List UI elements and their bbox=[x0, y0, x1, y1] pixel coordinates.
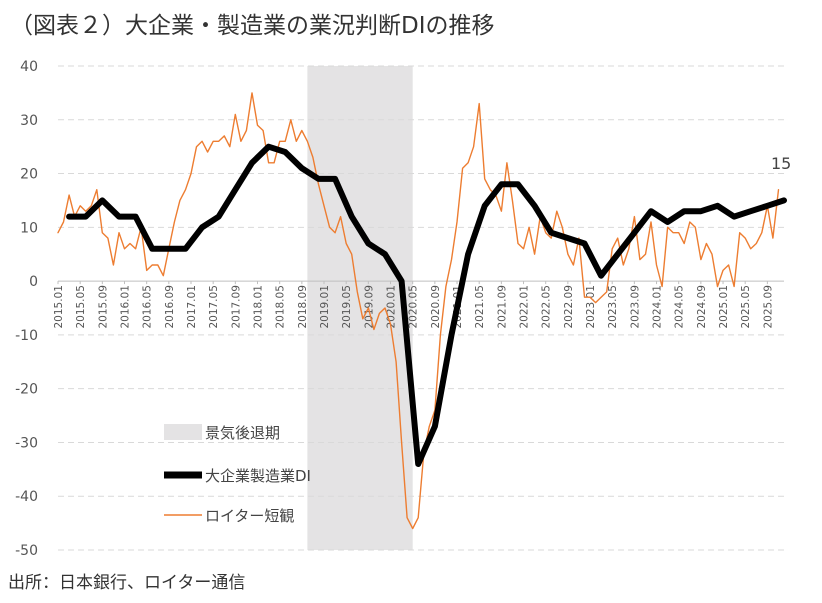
x-tick-label: 2022.09 bbox=[563, 285, 575, 328]
x-axis: 2015.01 2015.05 2015.09 2016.01 2016.05 2016.… bbox=[53, 281, 774, 329]
legend-swatch-recession bbox=[164, 424, 202, 440]
x-tick-label: 2018.01 bbox=[253, 285, 265, 328]
y-tick-label: 40 bbox=[20, 59, 38, 75]
x-tick-label: 2019.09 bbox=[363, 285, 375, 328]
gridlines bbox=[58, 65, 784, 551]
source-note: 出所：日本銀行、ロイター通信 bbox=[8, 573, 246, 593]
x-tick-label: 2024.01 bbox=[652, 285, 664, 328]
y-axis: 40 30 20 10 0 -10 -20 -30 -40 -50 bbox=[15, 59, 38, 559]
x-tick-label: 2023.01 bbox=[585, 285, 597, 328]
x-tick-label: 2020.05 bbox=[408, 285, 420, 328]
x-tick-label: 2025.09 bbox=[762, 285, 774, 328]
chart-title: （図表２）大企業・製造業の業況判断DIの推移 bbox=[10, 13, 495, 39]
x-tick-label: 2015.05 bbox=[75, 285, 87, 328]
x-tick-label: 2020.09 bbox=[430, 285, 442, 328]
x-tick-label: 2017.09 bbox=[230, 285, 242, 328]
x-tick-label: 2016.05 bbox=[142, 285, 154, 328]
series-layer bbox=[57, 92, 787, 530]
x-tick-label: 2017.05 bbox=[208, 285, 220, 328]
y-tick-label: 30 bbox=[20, 113, 38, 129]
x-tick-label: 2024.09 bbox=[696, 285, 708, 328]
y-tick-label: -50 bbox=[15, 543, 38, 559]
y-tick-label: 20 bbox=[20, 167, 38, 183]
y-tick-label: 10 bbox=[20, 220, 38, 236]
x-tick-label: 2025.01 bbox=[718, 285, 730, 328]
end-value-label: 15 bbox=[771, 154, 791, 173]
x-tick-label: 2023.09 bbox=[629, 285, 641, 328]
y-tick-label: -30 bbox=[15, 435, 38, 451]
series-line-di bbox=[66, 143, 787, 467]
y-tick-label: 0 bbox=[29, 274, 38, 290]
x-tick-label: 2021.05 bbox=[474, 285, 486, 328]
x-tick-label: 2016.09 bbox=[164, 285, 176, 328]
legend: 景気後退期 大企業製造業DI ロイター短観 bbox=[164, 424, 311, 525]
x-tick-label: 2019.05 bbox=[341, 285, 353, 328]
y-tick-label: -20 bbox=[15, 382, 38, 398]
x-tick-label: 2019.01 bbox=[319, 285, 331, 328]
x-tick-label: 2024.05 bbox=[674, 285, 686, 328]
x-tick-label: 2017.01 bbox=[186, 285, 198, 328]
x-tick-label: 2022.01 bbox=[519, 285, 531, 328]
series-line-reuters bbox=[57, 92, 780, 530]
x-tick-label: 2018.09 bbox=[297, 285, 309, 328]
x-tick-label: 2022.05 bbox=[541, 285, 553, 328]
x-tick-label: 2020.01 bbox=[386, 285, 398, 328]
y-tick-label: -40 bbox=[15, 489, 38, 505]
y-tick-label: -10 bbox=[15, 328, 38, 344]
x-tick-label: 2023.05 bbox=[607, 285, 619, 328]
x-tick-label: 2015.01 bbox=[53, 285, 65, 328]
legend-label-di: 大企業製造業DI bbox=[205, 467, 311, 485]
x-tick-label: 2018.05 bbox=[275, 285, 287, 328]
x-tick-label: 2016.01 bbox=[120, 285, 132, 328]
x-tick-label: 2015.09 bbox=[97, 285, 109, 328]
legend-label-recession: 景気後退期 bbox=[205, 424, 280, 442]
x-tick-label: 2021.09 bbox=[496, 285, 508, 328]
x-tick-label: 2025.05 bbox=[740, 285, 752, 328]
legend-label-reuters: ロイター短観 bbox=[205, 507, 294, 525]
